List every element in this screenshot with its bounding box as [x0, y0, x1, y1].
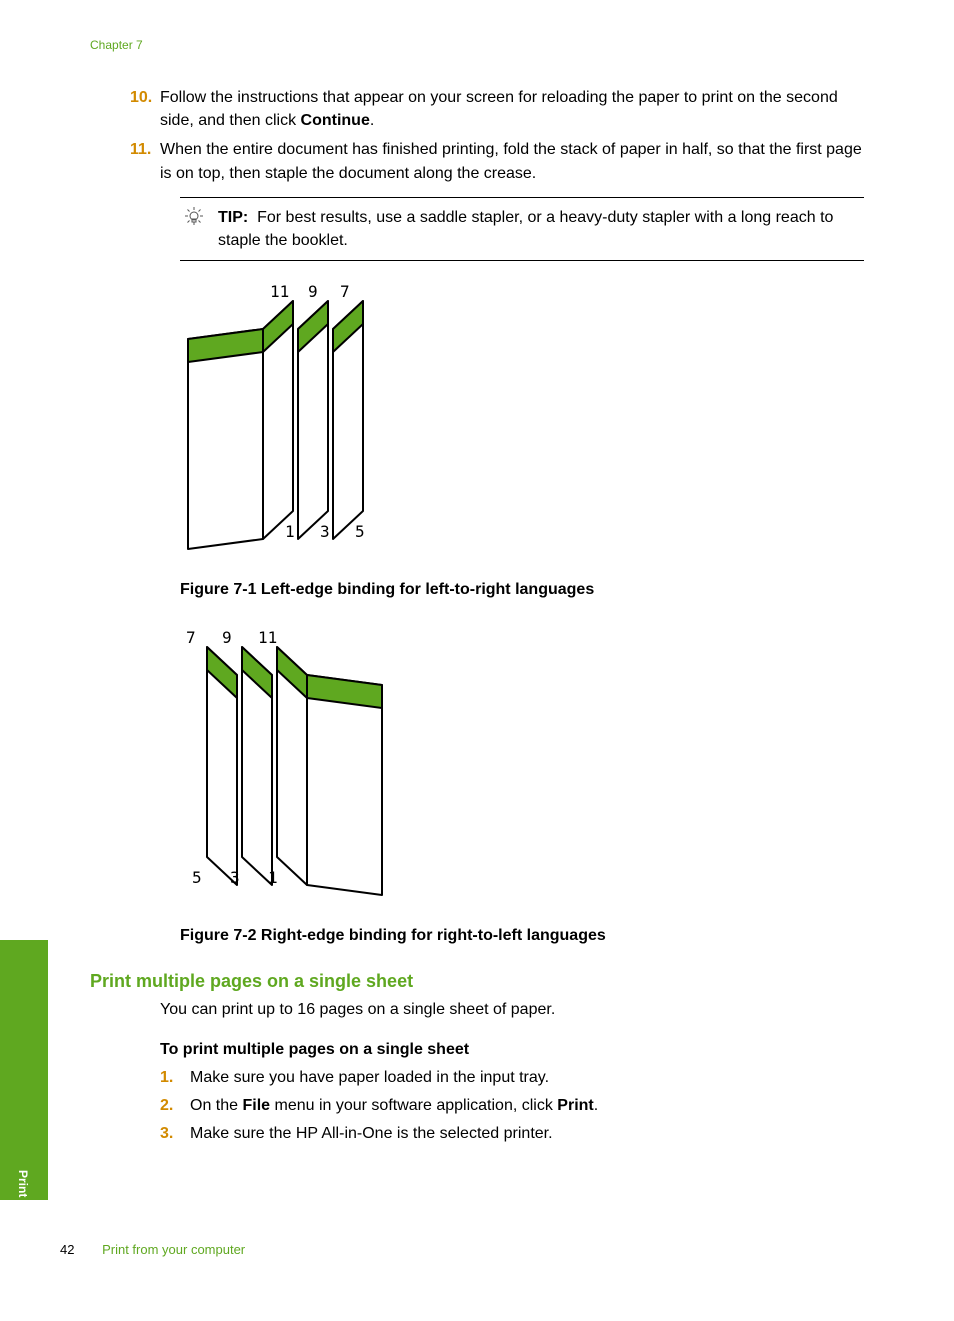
- step-number: 10.: [130, 86, 152, 109]
- step-text-after: .: [370, 112, 374, 129]
- step-text: Make sure you have paper loaded in the i…: [190, 1069, 549, 1086]
- procedure-steps: 1. Make sure you have paper loaded in th…: [90, 1065, 864, 1146]
- step-bold: File: [242, 1097, 270, 1114]
- step-10: 10. Follow the instructions that appear …: [160, 86, 864, 132]
- tip-text: For best results, use a saddle stapler, …: [218, 209, 833, 249]
- figure-7-2-caption: Figure 7-2 Right-edge binding for right-…: [180, 927, 864, 945]
- tip-box: TIP: For best results, use a saddle stap…: [180, 197, 864, 261]
- step-text: Follow the instructions that appear on y…: [160, 89, 838, 129]
- step-number: 11.: [130, 138, 151, 161]
- step-text: On the: [190, 1097, 242, 1114]
- fig1-top-label-1: 9: [308, 282, 318, 301]
- figure-7-1: 11 9 7 1 3 5: [180, 279, 864, 569]
- fig1-bot-label-0: 1: [285, 522, 295, 541]
- fig2-bot-label-1: 3: [230, 868, 240, 887]
- fig2-bot-label-2: 1: [268, 868, 278, 887]
- step-post: .: [594, 1097, 598, 1114]
- tip-label: TIP:: [218, 209, 248, 226]
- fig1-top-label-2: 7: [340, 282, 350, 301]
- page-footer: 42 Print from your computer: [60, 1242, 245, 1257]
- lightbulb-icon: [184, 206, 204, 226]
- step-number: 2.: [160, 1093, 173, 1119]
- fig1-bot-label-2: 5: [355, 522, 365, 541]
- figure-7-1-caption: Figure 7-1 Left-edge binding for left-to…: [180, 581, 864, 599]
- step-bold2: Print: [557, 1097, 593, 1114]
- page-content: Chapter 7 10. Follow the instructions th…: [0, 0, 954, 1321]
- step-number: 3.: [160, 1121, 173, 1147]
- figure-7-2: 7 9 11 5 3 1: [180, 625, 864, 915]
- step-text: Make sure the HP All-in-One is the selec…: [190, 1125, 553, 1142]
- fig2-top-label-1: 9: [222, 628, 232, 647]
- page-number: 42: [60, 1242, 74, 1257]
- fig2-top-label-0: 7: [186, 628, 196, 647]
- proc-step-1: 1. Make sure you have paper loaded in th…: [160, 1065, 864, 1091]
- step-mid: menu in your software application, click: [270, 1097, 557, 1114]
- chapter-header: Chapter 7: [90, 38, 864, 52]
- proc-step-3: 3. Make sure the HP All-in-One is the se…: [160, 1121, 864, 1147]
- fig1-bot-label-1: 3: [320, 522, 330, 541]
- top-steps-list: 10. Follow the instructions that appear …: [90, 86, 864, 185]
- fig1-top-label-0: 11: [270, 282, 289, 301]
- proc-step-2: 2. On the File menu in your software app…: [160, 1093, 864, 1119]
- step-bold: Continue: [301, 112, 370, 129]
- section-body: You can print up to 16 pages on a single…: [160, 998, 864, 1021]
- fig2-top-label-2: 11: [258, 628, 277, 647]
- step-number: 1.: [160, 1065, 173, 1091]
- section-heading: Print multiple pages on a single sheet: [90, 971, 864, 992]
- procedure-heading: To print multiple pages on a single shee…: [160, 1041, 864, 1059]
- footer-title: Print from your computer: [102, 1242, 245, 1257]
- step-text: When the entire document has finished pr…: [160, 141, 862, 181]
- fig2-bot-label-0: 5: [192, 868, 202, 887]
- step-11: 11. When the entire document has finishe…: [160, 138, 864, 184]
